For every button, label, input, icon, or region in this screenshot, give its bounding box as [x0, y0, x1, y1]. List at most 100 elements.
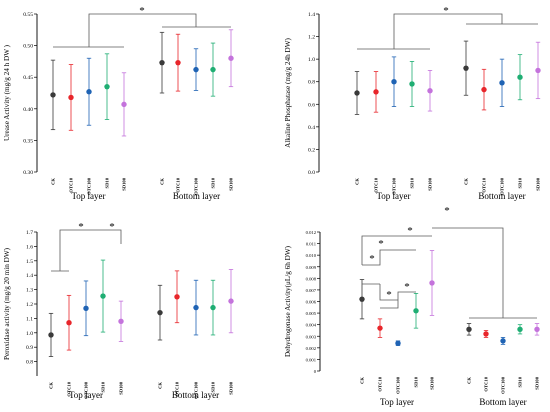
panel-1-data-point — [86, 89, 92, 95]
panel-2-category-label: OTC100 — [500, 177, 505, 195]
panel-2-data-point — [481, 86, 487, 93]
panel-4-y-tick-label: 0.010 — [306, 253, 317, 258]
panel-4-y-tick-label: 0.012 — [306, 230, 317, 235]
panel-1-significance-star: * — [139, 5, 145, 17]
panel-2-y-tick-label: 0.0 — [308, 170, 315, 176]
panel-3-y-tick-label: 1.1 — [26, 316, 33, 322]
panel-3-data-point — [157, 309, 163, 316]
panel-4-bracket-between-groups — [432, 227, 504, 318]
panel-1-data-point — [193, 66, 199, 73]
panel-3-category-label: CK — [49, 382, 54, 389]
panel-2-y-tick-label: 0.8 — [308, 80, 315, 86]
panel-2-y-tick-label: 0.2 — [308, 147, 315, 153]
panel-4-significance-star: * — [386, 289, 392, 301]
panel-2-data-point — [354, 90, 360, 96]
panel-1-y-tick-label: 0.50 — [23, 44, 33, 50]
panel-4-y-tick-label: 0.004 — [306, 323, 317, 328]
panel-2-y-tick-label: 1.4 — [308, 12, 315, 18]
panel-3-category-label: SD100 — [229, 381, 234, 394]
panel-4-y-tick-label: 0.007 — [306, 288, 317, 293]
panel-3-y-tick-label: 1.3 — [26, 288, 33, 294]
panel-1-y-tick-label: 0.30 — [23, 170, 33, 176]
panel-1-y-tick-label: 0.55 — [23, 12, 33, 18]
panel-1-group-label: Top layer — [71, 191, 105, 201]
panel-1-category-label: CK — [51, 178, 56, 185]
panel-1-category-label: SD10 — [211, 177, 216, 188]
panel-1-category-label: OTC10 — [69, 177, 74, 192]
panel-4-bracket-ck-sd100 — [361, 235, 432, 265]
panel-1-category-label: CK — [160, 178, 165, 185]
panel-2-y-tick-label: 1.2 — [308, 35, 315, 41]
panel-2-y-axis-title: Alkaline Phosphatase (mg/g 24h DW) — [284, 38, 292, 148]
panel-4-significance-star: * — [369, 253, 375, 265]
panel-4-category-label: OTC100 — [396, 376, 401, 394]
panel-4-data-point — [429, 280, 435, 286]
panel-3-y-tick-label: 1.0 — [26, 331, 33, 337]
panel-1-category-label: OTC10 — [176, 177, 181, 192]
panel-1-data-point — [210, 66, 216, 73]
panel-4-significance-star: * — [378, 238, 384, 250]
panel-3-data-point — [118, 318, 124, 324]
panel-2-data-point — [499, 80, 505, 86]
panel-1-y-tick-label: 0.35 — [23, 138, 33, 144]
panel-3-category-label: SD100 — [119, 381, 124, 394]
panel-2-significance-star: * — [443, 5, 449, 17]
panel-3-category-label: OTC100 — [84, 381, 89, 399]
panel-1-group-label: Bottom layer — [173, 191, 220, 201]
panel-3-y-tick-label: 1.6 — [26, 244, 33, 250]
panel-3-data-point — [174, 294, 180, 300]
panel-1-category-label: OTC100 — [194, 177, 199, 195]
panel-2-category-label: SD100 — [428, 177, 433, 190]
panel-4-y-tick-label: 0.001 — [306, 357, 317, 362]
panel-2-category-label: CK — [355, 178, 360, 185]
panel-3-group-label: Bottom layer — [172, 390, 219, 400]
panel-4-group-label: Bottom layer — [479, 397, 526, 407]
panel-4-significance-star: * — [444, 205, 450, 217]
panel-4-bracket-otc10-otc100 — [379, 284, 398, 301]
panel-3-y-tick-label: 1.5 — [26, 259, 33, 265]
panel-1-category-label: SD10 — [105, 177, 110, 188]
panel-3-y-axis-title: Peroxidase activity (mg/g 20 min DW) — [3, 247, 11, 360]
panel-4-data-point — [483, 331, 489, 337]
panel-2-data-point — [427, 88, 433, 94]
panel-3-y-tick-label: 0.8 — [26, 360, 33, 366]
panel-2-data-point — [535, 67, 541, 74]
panel-4-y-tick-label: 0 — [314, 369, 317, 374]
panel-4-category-label: OTC10 — [378, 376, 383, 391]
panel-4-data-point — [359, 296, 365, 302]
panel-2-category-label: OTC100 — [392, 177, 397, 195]
panel-1-data-point — [104, 83, 110, 90]
panel-3-category-label: OTC100 — [194, 381, 199, 399]
panel-3-data-point — [193, 304, 199, 311]
panel-4-y-tick-label: 0.006 — [306, 300, 317, 305]
panel-2-y-tick-label: 0.4 — [308, 125, 315, 131]
panel-4-data-point — [500, 338, 506, 344]
panel-2-group-label: Top layer — [376, 191, 410, 201]
panel-3-category-label: SD10 — [211, 381, 216, 392]
panel-1-category-label: OTC100 — [87, 177, 92, 195]
panel-2-category-label: SD10 — [518, 177, 523, 188]
panel-1-bracket-between-groups — [88, 13, 197, 47]
panel-4-significance-star: * — [404, 281, 410, 293]
panel-2-data-point — [517, 74, 523, 80]
panel-4-bracket-otc-sd10 — [380, 291, 416, 309]
panel-4-significance-star: * — [407, 225, 413, 237]
panel-4-data-point — [517, 326, 523, 332]
panel-4-y-tick-label: 0.008 — [306, 276, 317, 281]
panel-3-data-point — [48, 332, 54, 338]
panel-4-category-label: SD100 — [535, 376, 540, 389]
panel-2-category-label: SD10 — [410, 177, 415, 188]
panel-3-data-point — [83, 305, 89, 312]
panel-4-category-label: SD100 — [430, 376, 435, 389]
panel-3-significance-star: * — [109, 221, 115, 233]
panel-1-data-point — [175, 59, 181, 66]
panel-3-data-point — [100, 293, 106, 299]
panel-4-bracket-ck-sd10 — [362, 249, 416, 266]
panel-2-data-point — [409, 81, 415, 87]
panel-3-category-label: OTC10 — [67, 381, 72, 396]
panel-2-category-label: CK — [464, 178, 469, 185]
panel-1-y-axis-title: Urease Activity (mg/g 24 h DW ) — [3, 44, 11, 141]
panel-4-data-point — [395, 340, 401, 346]
